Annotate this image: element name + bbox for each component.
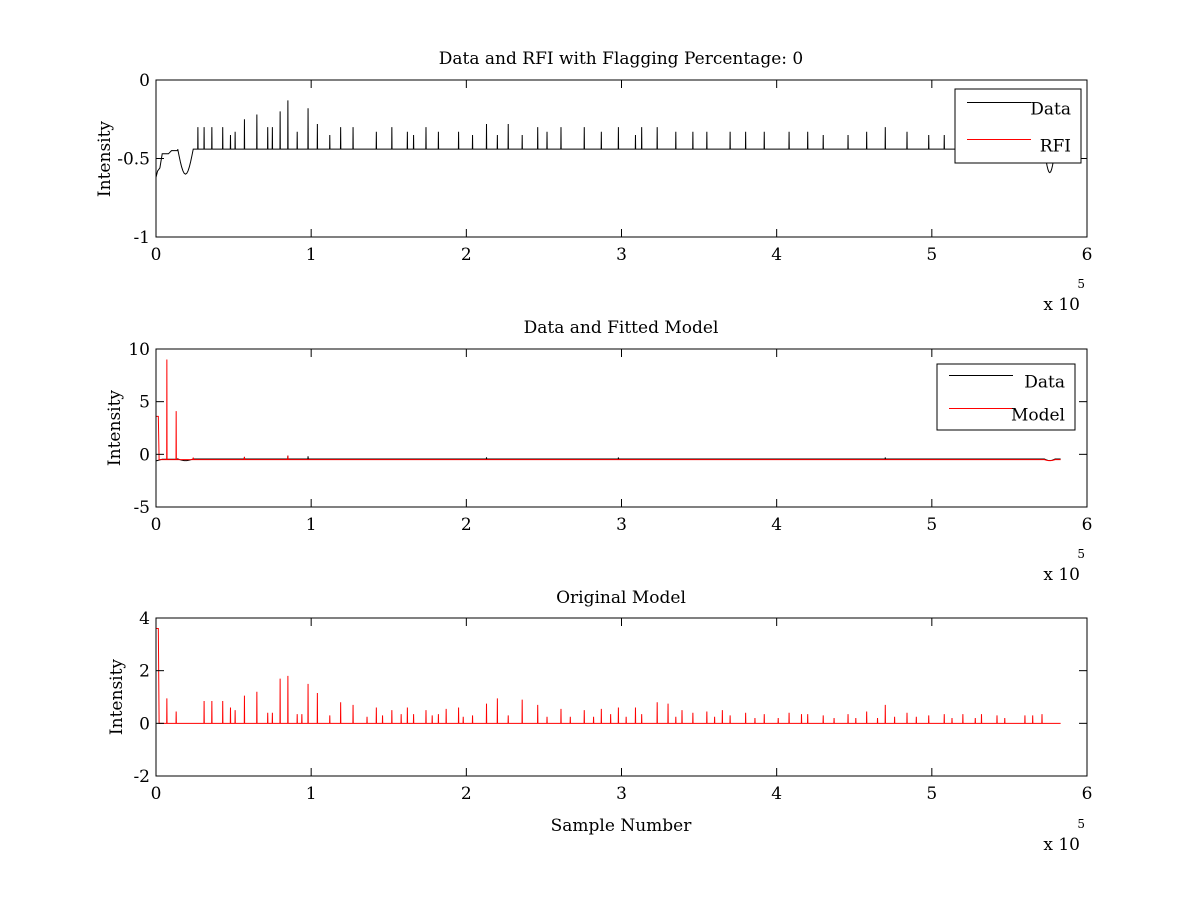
panel-3-series-original-model <box>156 628 1061 724</box>
panel-2-ytick-label: 0 <box>139 445 150 465</box>
panel-2-xtick-label: 6 <box>1082 515 1093 535</box>
panel-1-title: Data and RFI with Flagging Percentage: 0 <box>439 49 803 69</box>
panel-1-ytick-label: -1 <box>133 228 150 248</box>
panel-3-x-multiplier: x 10 <box>1043 835 1080 855</box>
panel-2-series-model <box>156 359 1061 462</box>
panel-data-and-rfi: Data and RFI with Flagging Percentage: 0… <box>95 49 1092 315</box>
panel-2-xtick-label: 2 <box>461 515 472 535</box>
panel-3-title: Original Model <box>556 588 686 608</box>
panel-1-x-multiplier-exponent: 5 <box>1077 277 1085 291</box>
panel-2-ytick-label: 5 <box>139 393 150 413</box>
panel-1-ytick-label: 0 <box>139 71 150 91</box>
panel-2-xtick-label: 1 <box>306 515 317 535</box>
panel-1-xtick-label: 3 <box>616 245 627 265</box>
panel-original-model: Original Model Intensity Sample Number 0… <box>107 588 1092 855</box>
panel-3-xtick-label: 3 <box>616 784 627 804</box>
panel-2-legend-label-model: Model <box>1011 406 1065 426</box>
panel-2-x-multiplier-exponent: 5 <box>1077 547 1085 561</box>
panel-1-xtick-label: 1 <box>306 245 317 265</box>
panel-3-xtick-label: 0 <box>151 784 162 804</box>
panel-3-ytick-label: -2 <box>133 767 150 787</box>
panel-1-xtick-label: 0 <box>151 245 162 265</box>
panel-1-ytick-label: -0.5 <box>117 150 150 170</box>
panel-1-ylabel: Intensity <box>95 121 115 197</box>
panel-2-xtick-label: 3 <box>616 515 627 535</box>
panel-2-x-multiplier: x 10 <box>1043 565 1080 585</box>
panel-1-series-data <box>155 100 1061 178</box>
panel-1-xtick-label: 2 <box>461 245 472 265</box>
panel-3-ytick-label: 2 <box>139 662 150 682</box>
panel-2-xtick-label: 0 <box>151 515 162 535</box>
panel-2-xtick-label: 4 <box>771 515 782 535</box>
panel-3-ytick-label: 4 <box>139 609 150 629</box>
panel-3-xlabel: Sample Number <box>551 816 693 836</box>
panel-data-and-fitted-model: Data and Fitted Model Intensity 0 1 2 3 4 5 6 -… <box>105 318 1092 585</box>
panel-2-ylabel: Intensity <box>105 390 125 466</box>
panel-2-title: Data and Fitted Model <box>524 318 719 338</box>
panel-3-ytick-label: 0 <box>139 714 150 734</box>
panel-3-ylabel: Intensity <box>107 659 127 735</box>
panel-3-xtick-label: 4 <box>771 784 782 804</box>
panel-1-legend-label-rfi: RFI <box>1040 137 1071 157</box>
panel-1-xtick-label: 4 <box>771 245 782 265</box>
panel-1-xtick-label: 5 <box>926 245 937 265</box>
panel-2-legend-label-data: Data <box>1024 373 1065 393</box>
panel-1-legend: Data RFI <box>954 88 1082 164</box>
panel-2-ytick-label: 10 <box>128 340 150 360</box>
panel-1-legend-label-data: Data <box>1030 100 1071 120</box>
panel-1-legend-box <box>954 88 1082 164</box>
panel-2-xtick-label: 5 <box>926 515 937 535</box>
panel-3-x-multiplier-exponent: 5 <box>1077 817 1085 831</box>
panel-2-ytick-label: -5 <box>133 498 150 518</box>
panel-3-xtick-label: 5 <box>926 784 937 804</box>
panel-1-xtick-label: 6 <box>1082 245 1093 265</box>
panel-3-xtick-label: 2 <box>461 784 472 804</box>
panel-2-legend: Data Model <box>936 363 1076 431</box>
panel-1-x-multiplier: x 10 <box>1043 295 1080 315</box>
panel-3-xtick-label: 6 <box>1082 784 1093 804</box>
panel-3-xtick-label: 1 <box>306 784 317 804</box>
